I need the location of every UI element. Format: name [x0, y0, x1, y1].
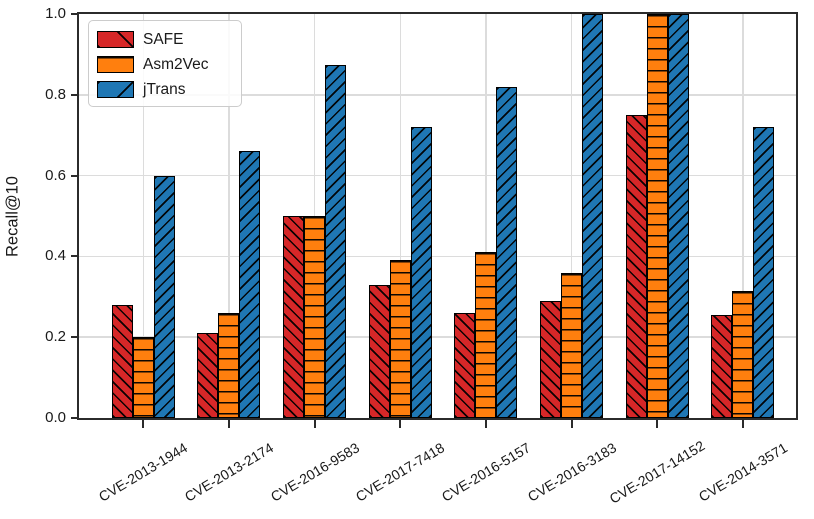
- x-tick-label: CVE-2016-9583: [267, 439, 362, 505]
- legend-item-safe: SAFE: [97, 27, 241, 52]
- bar-asm2vec-cve-2017-7418: [389, 260, 411, 418]
- gridline-vertical: [228, 14, 230, 418]
- gridline-vertical: [485, 14, 487, 418]
- y-tick-label: 0.2: [45, 328, 66, 346]
- y-tick-mark: [71, 13, 79, 15]
- y-tick-label: 0.0: [45, 409, 66, 426]
- x-tick-mark: [656, 420, 659, 428]
- x-tick-mark: [570, 420, 573, 428]
- bar-safe-cve-2016-5157: [454, 312, 476, 418]
- bar-asm2vec-cve-2013-1944: [132, 337, 154, 418]
- bar-safe-cve-2013-2174: [197, 333, 219, 418]
- legend-swatch-jtrans: [97, 81, 134, 98]
- x-tick-label: CVE-2016-5157: [438, 439, 534, 505]
- gridline-horizontal: [79, 94, 796, 96]
- bar-asm2vec-cve-2016-9583: [304, 216, 326, 418]
- bar-jtrans-cve-2013-2174: [239, 151, 261, 418]
- legend-label-asm2vec: Asm2Vec: [143, 56, 209, 73]
- x-tick-label: CVE-2017-7418: [353, 439, 448, 505]
- gridline-vertical: [570, 14, 573, 418]
- y-axis-title: Recall@10: [3, 176, 22, 257]
- bar-jtrans-cve-2013-1944: [153, 175, 175, 418]
- y-tick-mark: [71, 336, 79, 339]
- bar-asm2vec-cve-2014-3571: [732, 290, 754, 418]
- y-tick-mark: [71, 417, 79, 419]
- y-tick-mark: [71, 93, 79, 96]
- bar-asm2vec-cve-2016-5157: [475, 252, 497, 418]
- bar-asm2vec-cve-2017-14152: [646, 14, 668, 418]
- gridline-horizontal: [79, 255, 796, 258]
- x-tick-label: CVE-2017-14152: [606, 437, 708, 507]
- legend: SAFE Asm2Vec jTrans: [88, 20, 242, 107]
- bar-asm2vec-cve-2016-3183: [561, 272, 583, 418]
- legend-swatch-safe: [97, 31, 134, 48]
- bar-jtrans-cve-2017-14152: [667, 14, 689, 418]
- legend-item-asm2vec: Asm2Vec: [97, 52, 241, 77]
- x-tick-mark: [142, 420, 145, 428]
- gridline-vertical: [399, 14, 402, 418]
- x-tick-mark: [399, 420, 402, 428]
- bar-safe-cve-2014-3571: [711, 314, 733, 418]
- bar-safe-cve-2016-9583: [283, 216, 305, 418]
- bar-safe-cve-2013-1944: [111, 304, 133, 418]
- y-tick-label: 0.8: [45, 85, 66, 103]
- legend-label-safe: SAFE: [143, 31, 184, 48]
- x-tick-mark: [227, 420, 230, 428]
- bar-safe-cve-2017-14152: [625, 115, 647, 418]
- bar-jtrans-cve-2016-5157: [496, 86, 518, 418]
- x-tick-mark: [741, 420, 744, 428]
- y-tick-mark: [71, 255, 79, 258]
- gridline-horizontal: [79, 174, 796, 177]
- x-tick-label: CVE-2013-1944: [96, 439, 191, 505]
- legend-swatch-asm2vec: [97, 56, 134, 73]
- bar-jtrans-cve-2014-3571: [753, 127, 775, 418]
- legend-label-jtrans: jTrans: [143, 81, 186, 98]
- gridline-vertical: [142, 14, 145, 418]
- x-tick-label: CVE-2013-2174: [181, 439, 277, 505]
- bar-safe-cve-2017-7418: [368, 284, 390, 418]
- bar-jtrans-cve-2017-7418: [410, 127, 432, 418]
- legend-item-jtrans: jTrans: [97, 77, 241, 102]
- y-tick-label: 0.6: [45, 166, 66, 184]
- bar-jtrans-cve-2016-3183: [582, 14, 604, 418]
- y-tick-label: 1.0: [45, 5, 66, 22]
- y-tick-label: 0.4: [45, 247, 66, 265]
- bar-safe-cve-2016-3183: [540, 300, 562, 418]
- x-tick-mark: [484, 420, 487, 428]
- y-tick-mark: [71, 174, 79, 177]
- x-tick-mark: [313, 420, 316, 428]
- gridline-horizontal: [79, 336, 796, 338]
- bar-asm2vec-cve-2013-2174: [218, 312, 240, 418]
- bar-jtrans-cve-2016-9583: [325, 64, 347, 418]
- x-tick-label: CVE-2014-3571: [695, 439, 791, 505]
- gridline-vertical: [742, 14, 744, 418]
- x-tick-label: CVE-2016-3183: [524, 439, 619, 505]
